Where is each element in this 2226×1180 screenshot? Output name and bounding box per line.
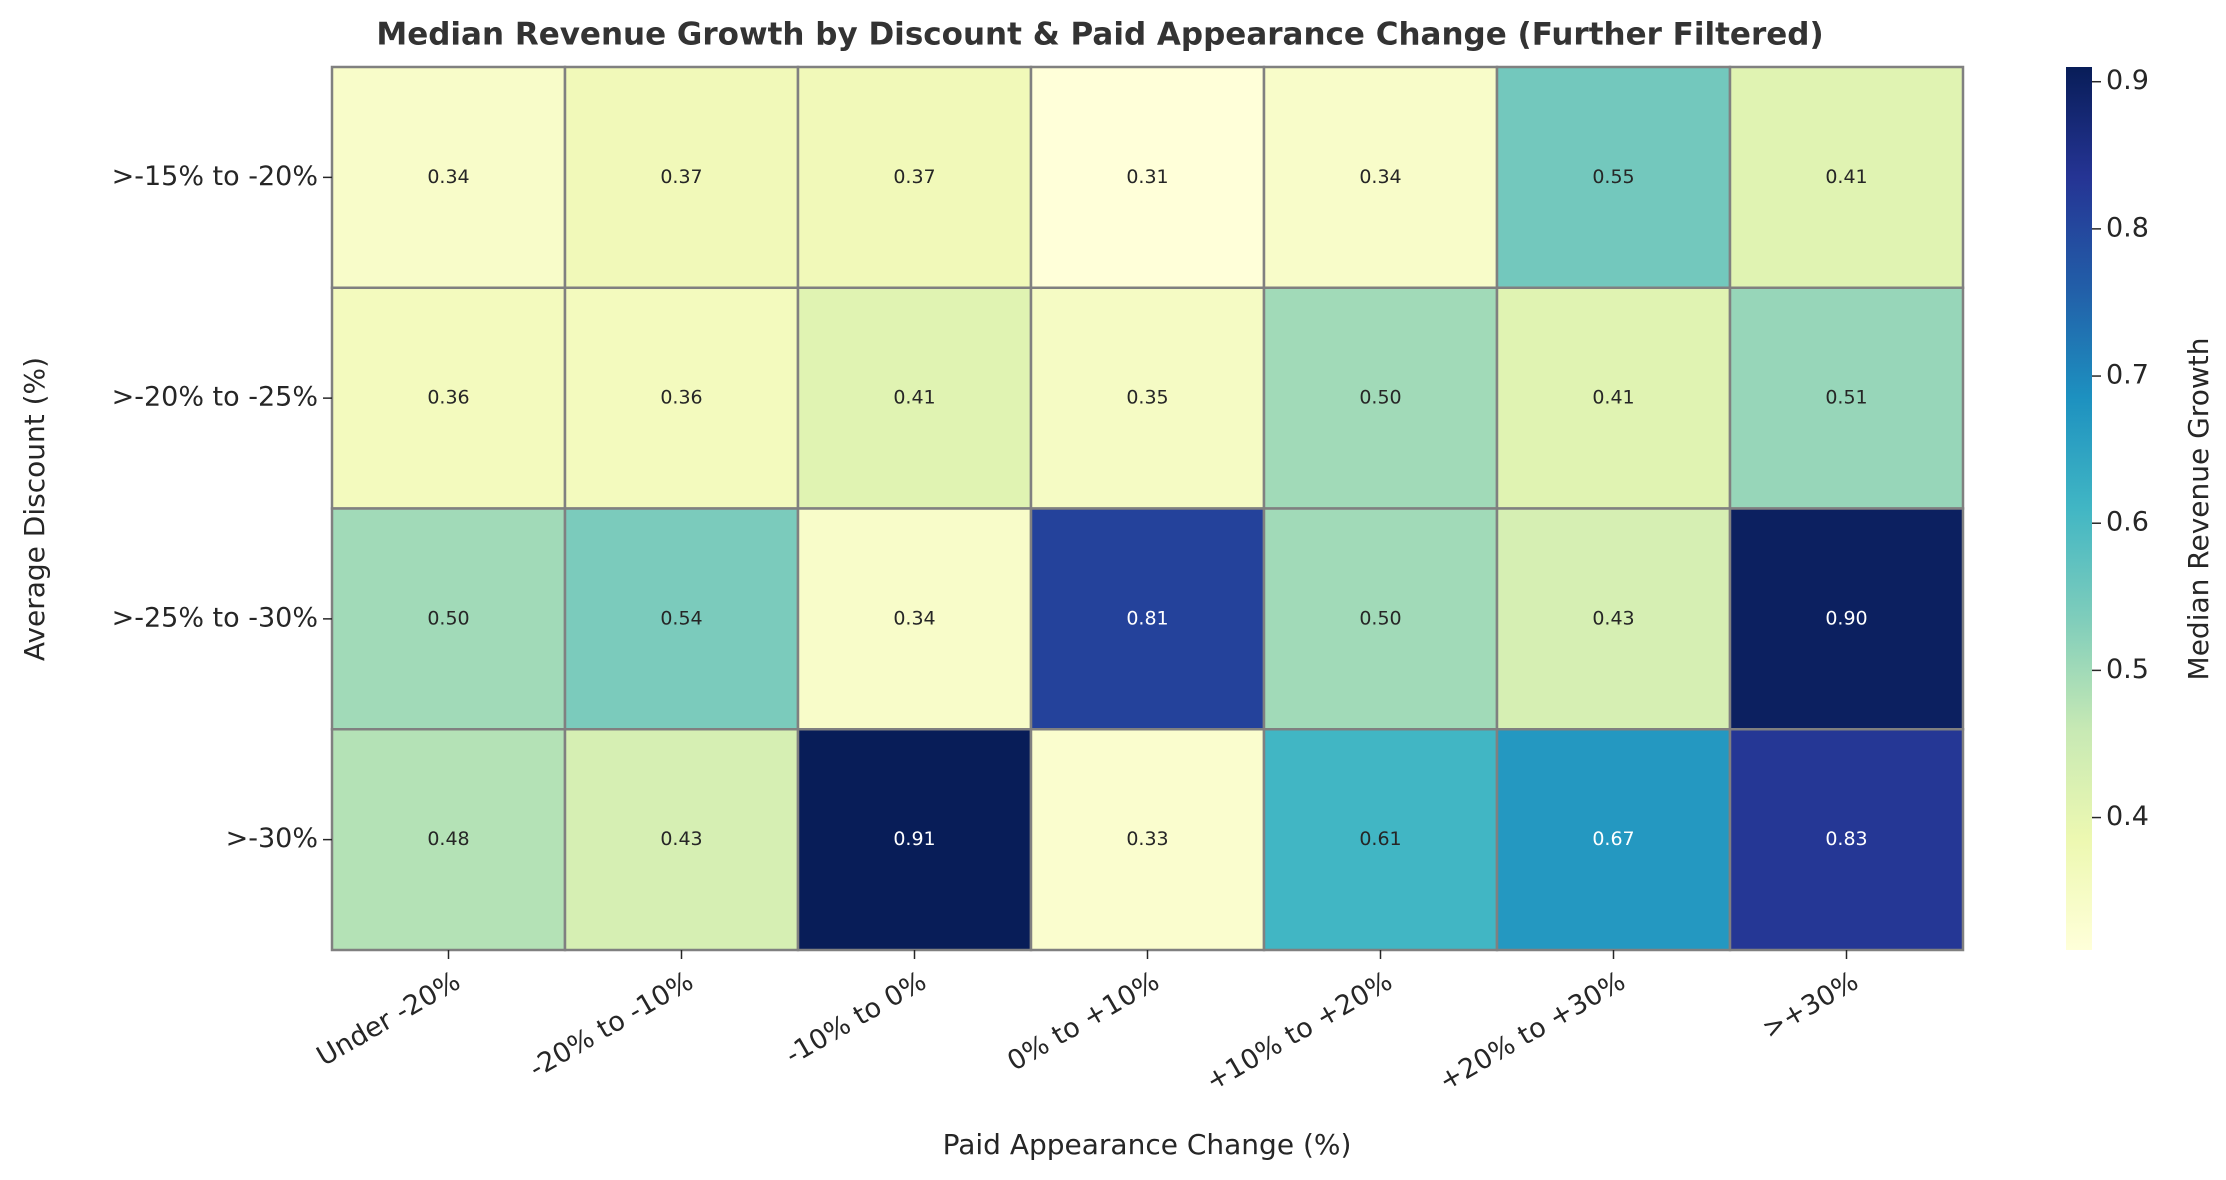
- x-tick-label: +10% to +20%: [1201, 966, 1398, 1098]
- cell-label: 0.43: [1592, 607, 1634, 629]
- heatmap-cell: [330, 65, 567, 289]
- heatmap-cell: [1728, 286, 1965, 510]
- colorbar-label: Median Revenue Growth: [2182, 338, 2215, 681]
- x-tick-label: +20% to +30%: [1434, 966, 1631, 1098]
- cell-label: 0.37: [893, 166, 935, 188]
- cell-label: 0.35: [1126, 387, 1168, 409]
- cell-label: 0.36: [427, 387, 469, 409]
- cell-label: 0.33: [1126, 828, 1168, 850]
- cell-label: 0.83: [1825, 828, 1867, 850]
- heatmap-cell: [1029, 65, 1266, 289]
- y-axis-label: Average Discount (%): [18, 357, 51, 661]
- x-tick-label: >+30%: [1757, 966, 1864, 1045]
- cell-label: 0.54: [660, 607, 702, 629]
- colorbar-tick-label: 0.7: [2106, 360, 2149, 391]
- colorbar: [2066, 67, 2092, 950]
- x-tick-label: -10% to 0%: [780, 966, 931, 1071]
- y-tick-label: >-20% to -25%: [112, 382, 318, 413]
- colorbar-tick-label: 0.6: [2106, 507, 2149, 538]
- heatmap-cell: [1262, 65, 1499, 289]
- colorbar-tick-label: 0.5: [2106, 654, 2149, 685]
- cell-label: 0.55: [1592, 166, 1634, 188]
- colorbar-tick-label: 0.8: [2106, 212, 2149, 243]
- heatmap-cell: [1029, 507, 1266, 731]
- heatmap-cell: [563, 65, 800, 289]
- cell-label: 0.37: [660, 166, 702, 188]
- cell-label: 0.41: [1825, 166, 1867, 188]
- heatmap-cell: [796, 286, 1033, 510]
- heatmap-cell: [796, 65, 1033, 289]
- colorbar-tick-label: 0.4: [2106, 801, 2149, 832]
- heatmap-cell: [1262, 286, 1499, 510]
- colorbar-tick-label: 0.9: [2106, 65, 2149, 96]
- heatmap-cell: [330, 728, 567, 952]
- heatmap-cell: [330, 507, 567, 731]
- heatmap-cell: [563, 728, 800, 952]
- y-tick-label: >-15% to -20%: [112, 161, 318, 192]
- cell-label: 0.91: [893, 828, 935, 850]
- cell-label: 0.34: [893, 607, 935, 629]
- cell-label: 0.61: [1359, 828, 1401, 850]
- cell-label: 0.48: [427, 828, 469, 850]
- heatmap-cell: [1495, 286, 1732, 510]
- cell-label: 0.67: [1592, 828, 1634, 850]
- heatmap-cell: [1728, 728, 1965, 952]
- cell-label: 0.90: [1825, 607, 1867, 629]
- heatmap-cell: [1495, 728, 1732, 952]
- cell-label: 0.34: [427, 166, 469, 188]
- x-tick-label: Under -20%: [312, 966, 466, 1073]
- heatmap-cell: [563, 507, 800, 731]
- cell-label: 0.41: [1592, 387, 1634, 409]
- cell-label: 0.41: [893, 387, 935, 409]
- x-tick-label: 0% to +10%: [1002, 966, 1165, 1078]
- cell-label: 0.36: [660, 387, 702, 409]
- cell-label: 0.50: [1359, 607, 1401, 629]
- cell-label: 0.81: [1126, 607, 1168, 629]
- chart-title: Median Revenue Growth by Discount & Paid…: [376, 17, 1823, 53]
- cell-label: 0.50: [1359, 387, 1401, 409]
- heatmap-cell: [1262, 507, 1499, 731]
- heatmap-cell: [1728, 507, 1965, 731]
- cell-label: 0.31: [1126, 166, 1168, 188]
- heatmap-cell: [796, 507, 1033, 731]
- heatmap-cell: [1029, 728, 1266, 952]
- cell-label: 0.34: [1359, 166, 1401, 188]
- cell-label: 0.43: [660, 828, 702, 850]
- x-tick-label: -20% to -10%: [524, 966, 699, 1085]
- cell-label: 0.51: [1825, 387, 1867, 409]
- heatmap-cell: [1495, 507, 1732, 731]
- cell-label: 0.50: [427, 607, 469, 629]
- x-axis-label: Paid Appearance Change (%): [943, 1128, 1352, 1161]
- heatmap-cell: [1495, 65, 1732, 289]
- y-tick-label: >-30%: [226, 823, 318, 854]
- y-tick-label: >-25% to -30%: [112, 602, 318, 633]
